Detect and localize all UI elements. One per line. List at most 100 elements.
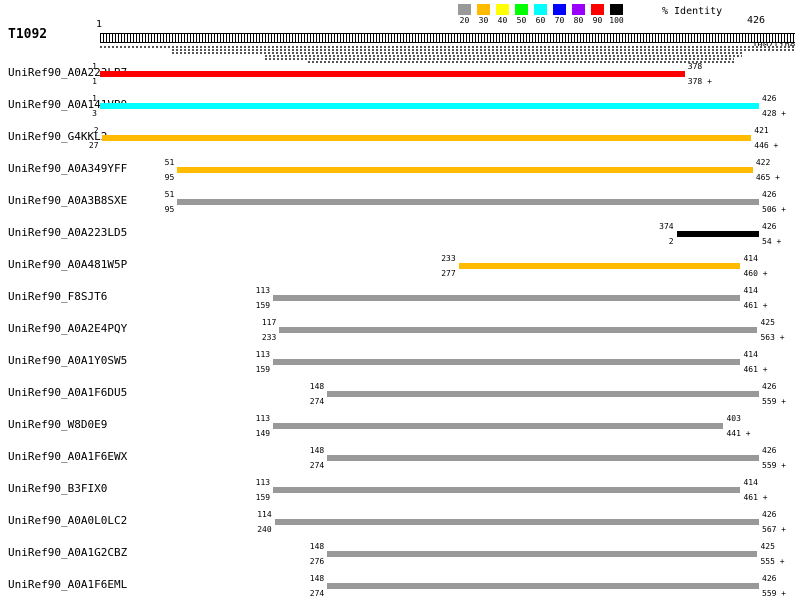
hit-label[interactable]: UniRef90_A0A3B8SXE (8, 194, 128, 207)
hit-bar[interactable] (279, 327, 758, 333)
hit-label[interactable]: UniRef90_A0A141VB9 (8, 98, 128, 111)
hit-bar[interactable] (458, 263, 741, 269)
hit-subject-start: 149 (255, 429, 271, 438)
hit-bar[interactable] (273, 423, 724, 429)
hit-subject-end: 465 + (755, 173, 780, 182)
hit-query-start: 148 (309, 382, 325, 391)
hit-label[interactable]: UniRef90_A0A1Y0SW5 (8, 354, 128, 367)
hit-bar[interactable] (327, 583, 759, 589)
hit-query-end: 426 (762, 574, 777, 583)
hit-subject-end: 461 + (743, 493, 768, 502)
hit-query-start: 233 (441, 254, 456, 263)
hit-label[interactable]: UniRef90_F8SJT6 (8, 290, 108, 303)
hit-subject-start: 2 (668, 237, 674, 246)
hit-bar[interactable] (177, 167, 753, 173)
hit-query-start: 374 (659, 222, 674, 231)
hit-subject-start: 95 (164, 205, 175, 214)
legend-bucket-label: 30 (478, 16, 489, 25)
coverage-line (265, 55, 742, 57)
hit-subject-start: 240 (257, 525, 272, 534)
hit-label[interactable]: UniRef90_A0A1F6EWX (8, 450, 128, 463)
legend-bucket-label: 60 (535, 16, 546, 25)
legend-bucket-label: 80 (573, 16, 584, 25)
hit-query-start: 51 (164, 158, 175, 167)
legend-color-swatch (458, 4, 471, 15)
hit-subject-start: 3 (92, 109, 97, 118)
hit-subject-end: 446 + (754, 141, 779, 150)
hit-subject-end: 563 + (760, 333, 785, 342)
legend-color-swatch (515, 4, 528, 15)
legend-bucket-label: 70 (554, 16, 565, 25)
hit-subject-end: 428 + (762, 109, 787, 118)
hit-label[interactable]: UniRef90_A0A0L0LC2 (8, 514, 128, 527)
coverage-line (308, 61, 734, 63)
hit-query-end: 425 (760, 542, 775, 551)
hit-query-end: 421 (754, 126, 769, 135)
hit-query-start: 1 (92, 62, 97, 71)
hit-bar[interactable] (327, 391, 759, 397)
query-ruler (100, 33, 795, 43)
hit-label[interactable]: UniRef90_A0A481W5P (8, 258, 128, 271)
hit-query-end: 414 (743, 254, 758, 263)
hit-subject-end: 54 + (762, 237, 782, 246)
hit-bar[interactable] (273, 295, 741, 301)
hit-query-start: 113 (255, 478, 271, 487)
hit-bar[interactable] (100, 103, 759, 109)
hit-query-end: 426 (762, 190, 777, 199)
hit-query-start: 148 (309, 446, 325, 455)
hit-subject-start: 159 (255, 493, 271, 502)
hit-query-start: 113 (255, 414, 271, 423)
coverage-line (172, 49, 795, 51)
hit-subject-end: 378 + (687, 77, 712, 86)
legend-color-swatch (496, 4, 509, 15)
hit-bar[interactable] (327, 455, 759, 461)
hit-label[interactable]: UniRef90_A0A2E4PQY (8, 322, 128, 335)
legend-color-swatch (553, 4, 566, 15)
hit-bar[interactable] (177, 199, 759, 205)
hit-label[interactable]: UniRef90_A0A349YFF (8, 162, 128, 175)
hit-query-end: 426 (762, 222, 777, 231)
hit-bar[interactable] (100, 71, 685, 77)
hit-subject-end: 559 + (762, 397, 787, 406)
hit-query-end: 403 (726, 414, 741, 423)
hit-query-start: 117 (261, 318, 277, 327)
hit-query-start: 148 (309, 574, 325, 583)
hit-query-end: 414 (743, 478, 758, 487)
legend-bucket-label: 50 (516, 16, 527, 25)
hit-label[interactable]: UniRef90_B3FIX0 (8, 482, 108, 495)
hit-label[interactable]: UniRef90_G4KKL2 (8, 130, 108, 143)
hit-query-start: 148 (309, 542, 325, 551)
hit-label[interactable]: UniRef90_A0A1F6EML (8, 578, 128, 591)
legend-color-swatch (610, 4, 623, 15)
hit-bar[interactable] (676, 231, 759, 237)
hit-bar[interactable] (274, 519, 759, 525)
hit-query-start: 114 (257, 510, 272, 519)
hit-bar[interactable] (101, 135, 752, 141)
hit-query-end: 426 (762, 94, 777, 103)
hit-subject-end: 567 + (762, 525, 787, 534)
hit-bar[interactable] (273, 359, 741, 365)
hit-query-end: 414 (743, 350, 758, 359)
legend-bucket-label: 90 (592, 16, 603, 25)
hit-subject-start: 274 (309, 397, 325, 406)
hit-label[interactable]: UniRef90_A0A223LB7 (8, 66, 128, 79)
hit-query-end: 426 (762, 446, 777, 455)
hit-subject-end: 441 + (726, 429, 751, 438)
legend-color-swatch (477, 4, 490, 15)
hit-label[interactable]: UniRef90_A0A1F6DU5 (8, 386, 128, 399)
hit-bar[interactable] (327, 551, 758, 557)
legend-color-swatch (534, 4, 547, 15)
hit-query-start: 1 (92, 94, 97, 103)
hit-bar[interactable] (273, 487, 741, 493)
hit-label[interactable]: UniRef90_A0A223LD5 (8, 226, 128, 239)
hit-label[interactable]: UniRef90_W8D0E9 (8, 418, 108, 431)
hit-subject-end: 461 + (743, 301, 768, 310)
ruler-start-coord: 1 (96, 19, 103, 30)
hit-label[interactable]: UniRef90_A0A1G2CBZ (8, 546, 128, 559)
hit-subject-end: 461 + (743, 365, 768, 374)
hit-subject-end: 506 + (762, 205, 787, 214)
legend-bucket-label: 40 (497, 16, 508, 25)
query-id: T1092 (8, 27, 48, 42)
hit-subject-end: 559 + (762, 589, 787, 598)
